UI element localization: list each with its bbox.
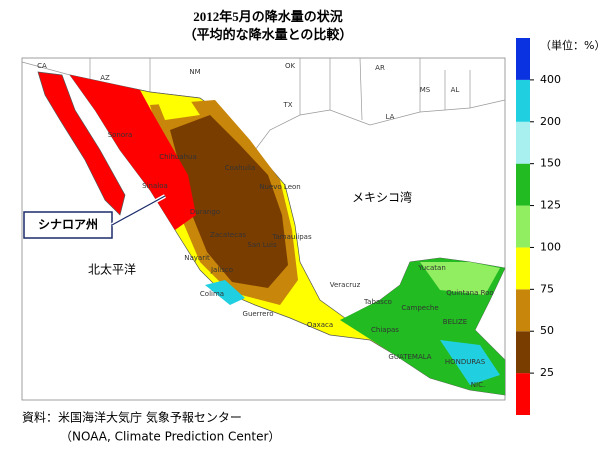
- ocean-label: 北太平洋: [88, 262, 136, 277]
- tick-label: 50: [540, 324, 554, 337]
- map-label: AZ: [100, 74, 110, 82]
- callout-arrow: [111, 195, 166, 226]
- color-swatch: [516, 163, 530, 206]
- baja: [37, 71, 126, 216]
- region: [420, 262, 500, 295]
- map-label: Guerrero: [243, 310, 274, 318]
- map-label: CA: [37, 62, 47, 70]
- map-label: AR: [375, 64, 385, 72]
- map-label: Quintana Roo: [446, 289, 493, 297]
- map-label: Sonora: [108, 131, 133, 139]
- color-swatch: [516, 205, 530, 248]
- gulf-label: メキシコ湾: [352, 190, 412, 205]
- map-label: OK: [285, 62, 296, 70]
- map-label: Jalisco: [210, 266, 233, 274]
- map-label: San Luis: [247, 241, 277, 249]
- colorbar: （単位：%） 25 50 75 100 125 150 200 400: [516, 38, 602, 415]
- tick-label: 100: [540, 240, 561, 253]
- map-label: Oaxaca: [307, 321, 333, 329]
- map: シナロア州 メキシコ湾 北太平洋 CA AZ NM TX OK AR MS AL LA Sonor…: [21, 57, 506, 401]
- map-label: Coahuila: [225, 164, 256, 172]
- map-label: Tabasco: [363, 298, 392, 306]
- region: [440, 340, 500, 385]
- color-swatch: [516, 289, 530, 332]
- map-label: Sinaloa: [142, 182, 168, 190]
- source: 資料：米国海洋大気庁 気象予報センター: [22, 410, 242, 425]
- borders: [21, 57, 506, 151]
- map-label: Yucatan: [417, 264, 446, 272]
- map-label: Zacatecas: [210, 231, 246, 239]
- map-label: Campeche: [401, 304, 438, 312]
- title-line: （平均的な降水量との比較）: [184, 27, 353, 42]
- map-label: Nayarit: [184, 254, 210, 262]
- map-label: NM: [189, 68, 200, 76]
- color-swatch: [516, 38, 530, 80]
- map-label: Durango: [190, 208, 220, 216]
- map-label: HONDURAS: [445, 358, 486, 366]
- map-label: Colima: [200, 290, 224, 298]
- map-label: Tamaulipas: [271, 233, 312, 241]
- map-label: GUATEMALA: [388, 353, 431, 361]
- map-label: Nuevo Leon: [259, 183, 300, 191]
- map-label: MS: [420, 86, 431, 94]
- map-label: LA: [386, 113, 395, 121]
- region: [155, 95, 200, 120]
- map-label: NIC.: [471, 381, 485, 389]
- region: [70, 75, 196, 230]
- source: （NOAA, Climate Prediction Center）: [60, 430, 280, 444]
- region: [205, 280, 245, 305]
- map-label: Veracruz: [330, 281, 361, 289]
- color-swatch: [516, 373, 530, 415]
- tick-label: 400: [540, 73, 561, 86]
- color-swatch: [516, 247, 530, 290]
- tick-label: 75: [540, 282, 554, 295]
- tick-label: 150: [540, 157, 561, 170]
- map-label: TX: [282, 101, 292, 109]
- map-label: Chiapas: [371, 326, 399, 334]
- tick-label: 125: [540, 199, 561, 212]
- color-swatch: [516, 79, 530, 122]
- map-label: Chihuahua: [159, 153, 197, 161]
- map-label: BELIZE: [443, 318, 467, 326]
- callout-box: [23, 211, 113, 239]
- region: [170, 115, 288, 288]
- color-swatch: [516, 121, 530, 164]
- tick-label: 25: [540, 366, 554, 379]
- legend-unit: （単位：%）: [540, 38, 602, 52]
- map-label: AL: [451, 86, 460, 94]
- tick-label: 200: [540, 115, 561, 128]
- color-swatch: [516, 331, 530, 374]
- title-line: 2012年5月の降水量の状況: [193, 9, 343, 24]
- callout-label: シナロア州: [38, 218, 98, 232]
